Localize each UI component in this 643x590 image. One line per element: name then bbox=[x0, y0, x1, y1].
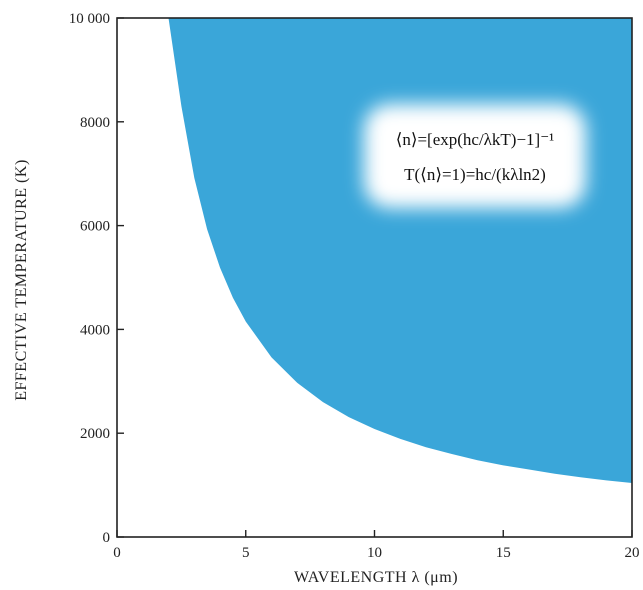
equation-annotation: ⟨n⟩=[exp(hc/λkT)−1]⁻¹ T(⟨n⟩=1)=hc/(kλln2… bbox=[364, 104, 586, 208]
x-tick-label: 0 bbox=[113, 545, 121, 561]
plot-area bbox=[168, 18, 632, 483]
axes: 0 5 10 15 20 0 2000 4000 6000 8000 10 000 bbox=[69, 11, 640, 561]
y-tick-label: 8000 bbox=[80, 115, 110, 131]
equation-mean-occupation: ⟨n⟩=[exp(hc/λkT)−1]⁻¹ bbox=[396, 130, 555, 149]
x-axis-title: WAVELENGTH λ (μm) bbox=[294, 569, 458, 586]
x-tick-label: 10 bbox=[367, 545, 382, 561]
equation-threshold-temperature: T(⟨n⟩=1)=hc/(kλln2) bbox=[404, 165, 546, 184]
x-tick-label: 20 bbox=[625, 545, 640, 561]
equation-glow-background bbox=[364, 104, 586, 208]
y-tick-label: 0 bbox=[103, 530, 111, 546]
shaded-region bbox=[168, 18, 632, 483]
y-tick-label: 4000 bbox=[80, 322, 110, 338]
x-tick-label: 15 bbox=[496, 545, 511, 561]
y-axis-title: EFFECTIVE TEMPERATURE (K) bbox=[13, 159, 30, 401]
y-tick-label: 10 000 bbox=[69, 11, 110, 27]
y-tick-label: 6000 bbox=[80, 219, 110, 235]
x-tick-label: 5 bbox=[242, 545, 250, 561]
y-tick-label: 2000 bbox=[80, 426, 110, 442]
